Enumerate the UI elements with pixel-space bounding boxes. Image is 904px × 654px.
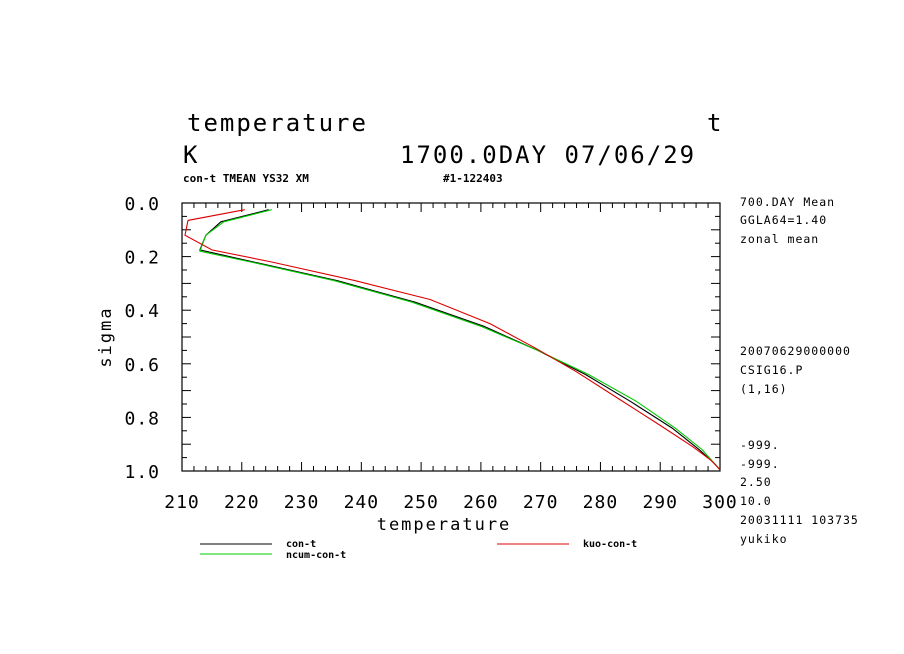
variable-code: t <box>707 109 724 137</box>
datetime-label: 1700.0DAY 07/06/29 <box>400 141 697 169</box>
side-info-line: 2.50 <box>740 475 772 489</box>
y-tick-label: 0.0 <box>124 194 160 215</box>
x-tick-label: 220 <box>224 492 260 513</box>
x-tick-label: 230 <box>284 492 320 513</box>
series-line-ncum-con-t <box>199 209 721 471</box>
side-info-line: zonal mean <box>740 232 820 246</box>
subtitle-left: con-t TMEAN YS32 XM <box>183 172 309 185</box>
legend-label: ncum-con-t <box>286 550 346 561</box>
x-tick-label: 300 <box>702 492 738 513</box>
x-tick-label: 260 <box>463 492 499 513</box>
side-info-line: -999. <box>740 438 780 452</box>
plot-frame <box>181 202 721 472</box>
x-tick-label: 290 <box>642 492 678 513</box>
legend-label: kuo-con-t <box>583 539 637 550</box>
side-info-line: 700.DAY Mean <box>740 195 836 209</box>
y-tick-label: 0.6 <box>124 355 160 376</box>
series-line-kuo-con-t <box>184 209 721 471</box>
side-info-line: CSIG16.P <box>740 363 804 377</box>
chart-title: temperature <box>187 109 368 137</box>
side-info-line: 10.0 <box>740 494 772 508</box>
side-info-line: GGLA64=1.40 <box>740 213 828 227</box>
x-tick-label: 270 <box>523 492 559 513</box>
side-info-line: 20070629000000 <box>740 344 851 358</box>
subtitle-right: #1-122403 <box>443 172 503 185</box>
x-tick-label: 240 <box>344 492 380 513</box>
side-info-line: yukiko <box>740 532 788 546</box>
x-tick-label: 250 <box>403 492 439 513</box>
y-tick-label: 1.0 <box>124 462 160 483</box>
y-tick-label: 0.8 <box>124 408 160 429</box>
x-tick-label: 280 <box>583 492 619 513</box>
y-axis-label: sigma <box>96 306 116 367</box>
series-line-con-t <box>199 209 721 471</box>
y-tick-label: 0.4 <box>124 301 160 322</box>
side-info-line: 20031111 103735 <box>740 513 859 527</box>
legend-label: con-t <box>286 539 316 550</box>
units-label: K <box>183 141 200 169</box>
side-info-line: -999. <box>740 457 780 471</box>
x-axis-label: temperature <box>377 515 512 535</box>
x-tick-label: 210 <box>164 492 200 513</box>
y-tick-label: 0.2 <box>124 248 160 269</box>
side-info-line: (1,16) <box>740 382 788 396</box>
